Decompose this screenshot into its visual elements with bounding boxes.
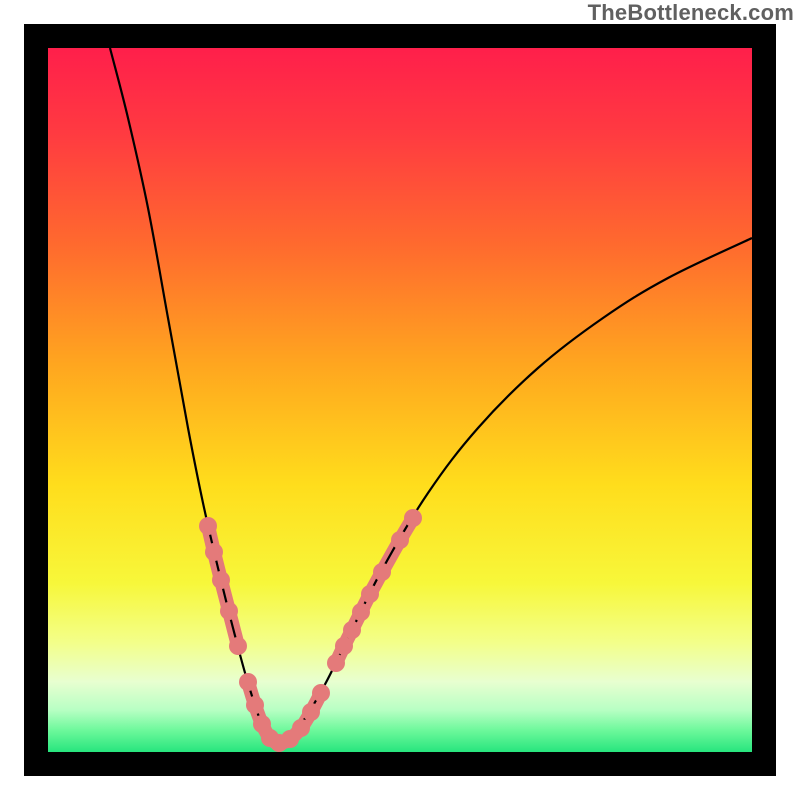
marker-dot (239, 673, 257, 691)
chart-overlay (48, 48, 752, 752)
marker-dot (199, 517, 217, 535)
v-curve-right (278, 238, 752, 743)
marker-dot (335, 637, 353, 655)
marker-dot (302, 703, 320, 721)
chart-plot-area (48, 48, 752, 752)
marker-dot (343, 621, 361, 639)
chart-frame (24, 24, 776, 776)
marker-dot (361, 585, 379, 603)
marker-dot (312, 684, 330, 702)
marker-dot (220, 602, 238, 620)
marker-dot (373, 563, 391, 581)
chart-stage: TheBottleneck.com (0, 0, 800, 800)
marker-dot (212, 571, 230, 589)
v-curve-left (110, 48, 278, 743)
watermark-text: TheBottleneck.com (588, 0, 794, 26)
marker-dot (352, 603, 370, 621)
marker-dot (404, 509, 422, 527)
marker-dot (205, 543, 223, 561)
marker-dot (292, 719, 310, 737)
marker-dot (229, 637, 247, 655)
marker-dot (246, 696, 264, 714)
marker-dot (391, 531, 409, 549)
marker-dot (327, 654, 345, 672)
